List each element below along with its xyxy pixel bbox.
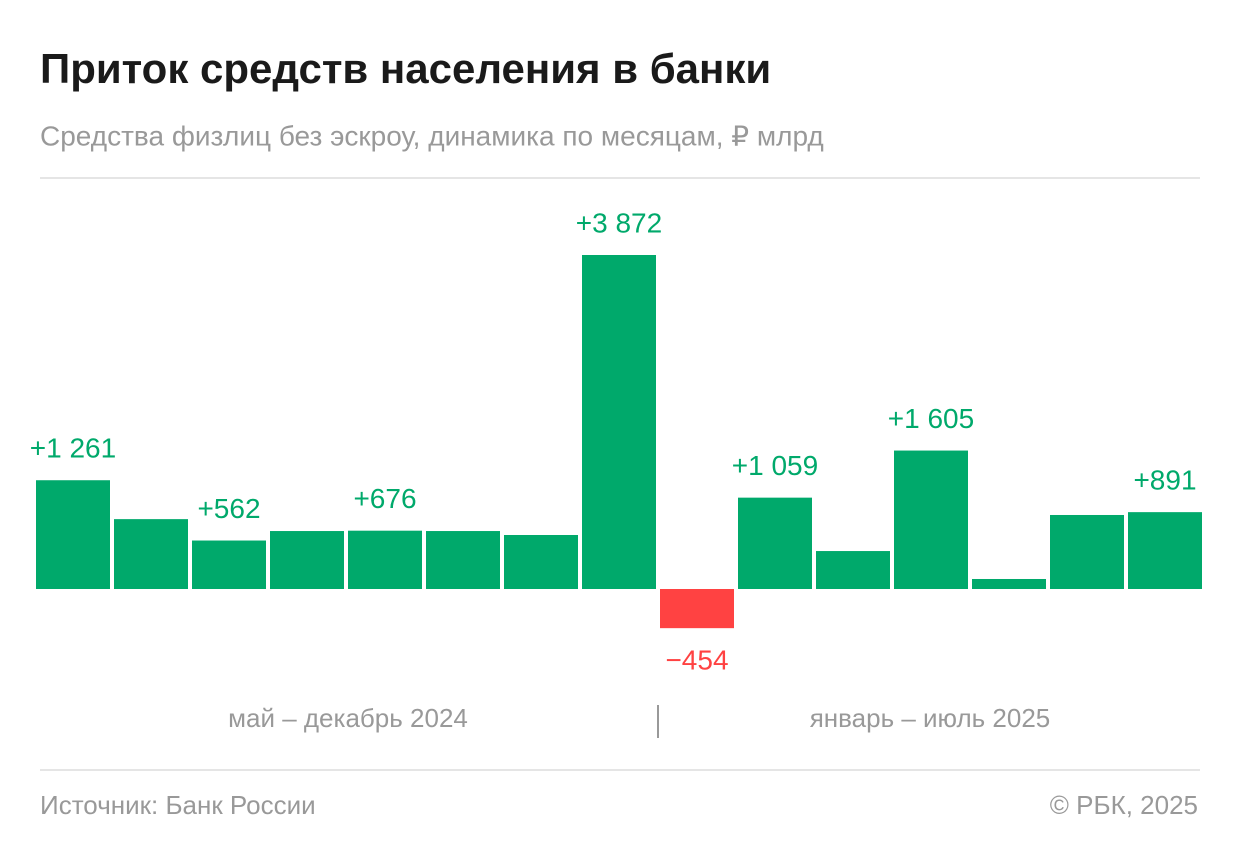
value-label: +676: [353, 483, 416, 514]
copyright: © РБК, 2025: [1050, 790, 1198, 820]
value-label: +1 059: [732, 450, 818, 481]
bar: [894, 450, 968, 589]
bar: [504, 535, 578, 589]
bar: [1128, 512, 1202, 589]
bar: [738, 497, 812, 589]
value-label: +1 605: [888, 403, 974, 434]
bar: [270, 531, 344, 589]
chart-subtitle: Средства физлиц без эскроу, динамика по …: [40, 120, 824, 151]
bar: [660, 589, 734, 629]
bar: [192, 540, 266, 589]
value-label: +3 872: [576, 207, 662, 238]
value-label: +562: [197, 493, 260, 524]
value-label: −454: [665, 645, 728, 676]
bar: [114, 519, 188, 589]
source: Источник: Банк России: [40, 790, 316, 820]
bar: [348, 530, 422, 589]
group-label: январь – июль 2025: [810, 703, 1051, 733]
chart-title: Приток средств населения в банки: [40, 45, 771, 92]
value-label: +891: [1133, 465, 1196, 496]
bar: [582, 255, 656, 589]
bar: [426, 531, 500, 589]
group-label: май – декабрь 2024: [228, 703, 468, 733]
value-label: +1 261: [30, 433, 116, 464]
bar: [816, 551, 890, 589]
bar: [36, 480, 110, 589]
bar: [1050, 514, 1124, 589]
bar: [972, 578, 1046, 589]
